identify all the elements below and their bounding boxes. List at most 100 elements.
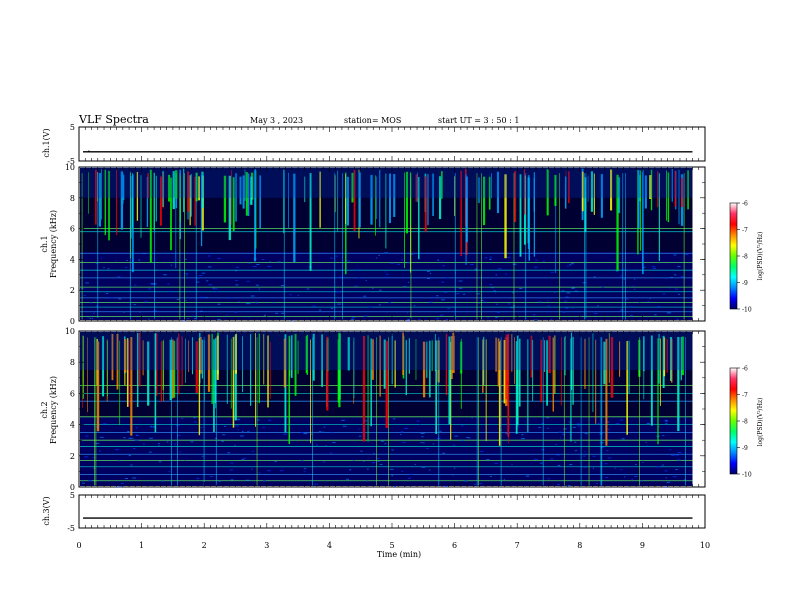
x-tick-label: 6 [452, 541, 457, 550]
y-tick-label: 8 [70, 358, 75, 367]
sferic-burst [548, 335, 551, 374]
noise-speckle [173, 443, 176, 445]
noise-speckle [538, 301, 542, 303]
noise-speckle [584, 451, 586, 453]
sferic-burst [650, 169, 653, 211]
noise-speckle [503, 478, 505, 480]
noise-speckle [90, 302, 93, 304]
noise-speckle [242, 457, 246, 459]
ch1-spectrogram-plot [80, 167, 693, 322]
upper-band-wash [80, 331, 693, 370]
sferic-burst [108, 170, 110, 241]
sferic-burst [424, 176, 427, 232]
sferic-burst [200, 336, 202, 374]
noise-speckle [665, 477, 667, 479]
sferic-burst [546, 340, 548, 406]
noise-speckle [306, 288, 310, 290]
noise-speckle [645, 445, 649, 447]
sferic-burst [593, 173, 595, 215]
noise-speckle [247, 431, 250, 433]
noise-speckle [163, 274, 167, 276]
noise-speckle [156, 418, 158, 420]
noise-speckle [455, 293, 460, 295]
sferic-burst [247, 173, 250, 217]
noise-speckle [513, 263, 517, 265]
noise-speckle [357, 277, 361, 279]
sferic-burst [402, 332, 404, 376]
sferic-burst [175, 172, 177, 269]
noise-speckle [684, 254, 689, 256]
sferic-burst [198, 176, 201, 201]
low-frequency-noise-band [80, 251, 693, 320]
noise-speckle [664, 486, 668, 488]
noise-speckle [124, 477, 128, 479]
sferic-burst [337, 170, 339, 232]
noise-speckle [229, 297, 233, 299]
noise-speckle [250, 295, 255, 297]
noise-speckle [680, 276, 684, 278]
noise-speckle [246, 280, 250, 282]
sferic-burst [155, 333, 158, 396]
noise-speckle [571, 287, 574, 289]
sferic-burst [162, 172, 164, 209]
sferic-burst [319, 171, 321, 228]
noise-speckle [148, 451, 152, 453]
noise-speckle [535, 259, 538, 261]
noise-speckle [521, 434, 524, 436]
noise-speckle [566, 485, 571, 487]
noise-speckle [123, 437, 126, 439]
sferic-burst [608, 333, 610, 384]
sferic-burst [201, 171, 204, 209]
sferic-burst [216, 335, 219, 380]
noise-speckle [647, 301, 650, 303]
noise-speckle [176, 298, 179, 300]
noise-speckle [248, 262, 250, 264]
noise-speckle [604, 463, 608, 465]
sferic-burst [527, 177, 529, 244]
noise-speckle [420, 442, 423, 444]
noise-speckle [208, 284, 213, 286]
noise-speckle [255, 302, 257, 304]
ch1-voltage-marker: • [87, 149, 91, 156]
noise-speckle [147, 318, 150, 320]
noise-speckle [85, 435, 89, 437]
sferic-burst [235, 333, 238, 374]
noise-speckle [664, 420, 668, 422]
noise-speckle [93, 313, 95, 315]
noise-speckle [442, 265, 445, 267]
noise-speckle [679, 276, 683, 278]
noise-speckle [673, 274, 677, 276]
noise-speckle [83, 294, 86, 296]
noise-speckle [534, 266, 538, 268]
noise-speckle [406, 320, 410, 322]
y-tick-label: 2 [70, 286, 75, 295]
noise-speckle [572, 426, 576, 428]
sferic-burst [508, 339, 509, 444]
noise-speckle [134, 439, 139, 441]
sferic-burst [619, 341, 621, 377]
colorbars: -6 -7 -8 -9 -10 -6 -7 -8 -9 -10 [729, 201, 752, 479]
noise-speckle [384, 276, 388, 278]
sferic-burst [107, 341, 108, 397]
sferic-burst [671, 339, 673, 383]
noise-speckle [568, 264, 572, 266]
sferic-burst [223, 175, 227, 223]
noise-speckle [571, 263, 574, 265]
x-tick-label: 3 [264, 541, 269, 550]
noise-speckle [392, 418, 396, 420]
sferic-burst [514, 337, 515, 385]
sferic-burst [584, 338, 586, 389]
sferic-burst [454, 176, 455, 216]
sferic-burst [391, 333, 393, 385]
noise-speckle [200, 296, 204, 298]
noise-speckle [133, 304, 136, 306]
noise-speckle [677, 266, 681, 268]
noise-speckle [674, 288, 679, 290]
sferic-burst [618, 177, 621, 214]
sferic-burst [649, 175, 652, 199]
noise-speckle [277, 261, 281, 263]
noise-speckle [532, 314, 536, 316]
sferic-burst [490, 173, 492, 199]
sferic-burst [666, 339, 668, 373]
sferic-burst [533, 172, 536, 257]
